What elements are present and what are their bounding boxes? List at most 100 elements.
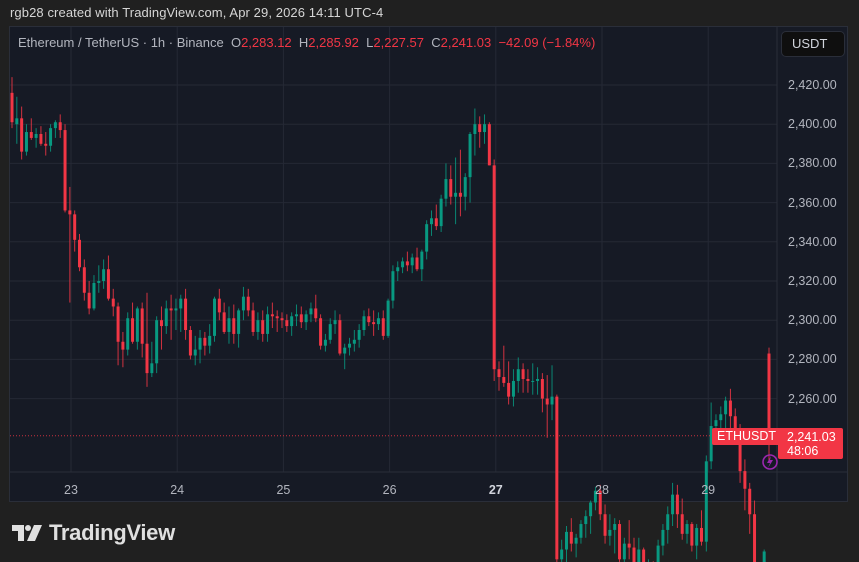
price-change: −42.09 (−1.84%) (498, 35, 596, 50)
candle (63, 124, 67, 213)
candle (473, 108, 477, 156)
candle (256, 312, 260, 340)
candle (179, 294, 183, 332)
candle (690, 522, 694, 552)
candle (531, 363, 535, 395)
candle (155, 316, 159, 374)
candle (131, 302, 135, 344)
candle (613, 518, 617, 554)
candle (719, 406, 723, 432)
candle (53, 120, 57, 138)
candle (497, 361, 501, 391)
candle (574, 533, 578, 558)
open-label: O (230, 35, 242, 50)
candle (420, 249, 424, 281)
candle (309, 302, 313, 323)
candle (598, 484, 602, 521)
symbol-description[interactable]: Ethereum / TetherUS · 1h · Binance (18, 35, 224, 50)
candle (632, 537, 636, 562)
price-tick-label: 2,340.00 (788, 234, 837, 249)
high-label: H (298, 35, 309, 50)
last-price: 2,241.03 (787, 430, 836, 444)
candle (372, 310, 376, 336)
low-label: L (366, 35, 374, 50)
candle (49, 124, 53, 152)
candle (362, 310, 366, 336)
lightning-marker-icon[interactable] (762, 454, 778, 470)
candle (550, 365, 554, 421)
high-value: 2,285.92 (308, 35, 359, 50)
candle (425, 220, 429, 260)
candle (507, 361, 511, 405)
candle (589, 500, 593, 534)
candle (700, 510, 703, 546)
candle (584, 510, 588, 538)
candle (492, 159, 496, 381)
candle (545, 375, 549, 438)
candle (39, 126, 43, 146)
candle (439, 194, 443, 232)
candle (140, 302, 144, 358)
candle (159, 306, 163, 350)
tradingview-logo-icon (12, 525, 42, 541)
candle (685, 520, 689, 544)
candle (188, 326, 192, 360)
candle (401, 257, 405, 274)
candle (58, 114, 62, 138)
candle (468, 132, 472, 203)
candle (487, 122, 491, 166)
candle (82, 259, 86, 301)
candle (603, 504, 607, 544)
candle (126, 312, 130, 356)
candle (246, 288, 250, 317)
candle (29, 118, 33, 140)
candle (429, 210, 433, 236)
candle (458, 149, 462, 217)
candle (410, 253, 414, 274)
candle (579, 520, 583, 544)
candle (319, 314, 323, 350)
price-tick-label: 2,260.00 (788, 391, 837, 406)
symbol-legend: Ethereum / TetherUS · 1h · Binance O2,28… (18, 35, 595, 50)
candle (222, 302, 226, 334)
price-tick-label: 2,300.00 (788, 313, 837, 328)
candle (627, 520, 631, 560)
currency-button[interactable]: USDT (781, 31, 845, 57)
candle (391, 265, 395, 309)
candle (483, 114, 487, 144)
candle (444, 163, 448, 207)
candle (357, 324, 361, 348)
candle (396, 261, 400, 281)
candle (87, 281, 91, 315)
candle (121, 331, 125, 368)
open-value: 2,283.12 (241, 35, 292, 50)
candle (338, 314, 342, 356)
candle (449, 165, 453, 205)
candle (661, 524, 665, 556)
candle (294, 304, 298, 327)
price-tick-label: 2,400.00 (788, 117, 837, 132)
tradingview-logo[interactable]: TradingView (12, 520, 175, 546)
candle (386, 298, 390, 338)
date-tick-label: 27 (488, 483, 503, 497)
candle (434, 204, 438, 231)
candle (328, 318, 332, 344)
candle (405, 251, 409, 272)
candle (618, 520, 622, 562)
candle (704, 455, 708, 552)
candle (97, 265, 101, 293)
candle (352, 330, 356, 352)
candle (593, 486, 597, 511)
candle (227, 306, 231, 344)
price-tick-label: 2,360.00 (788, 195, 837, 210)
candle (232, 304, 236, 344)
candle (728, 388, 732, 428)
candle (680, 498, 684, 540)
candle (285, 314, 289, 332)
candle (237, 308, 241, 348)
candle (102, 259, 106, 289)
candle (174, 298, 178, 330)
candle (323, 333, 327, 352)
candle (135, 306, 139, 350)
